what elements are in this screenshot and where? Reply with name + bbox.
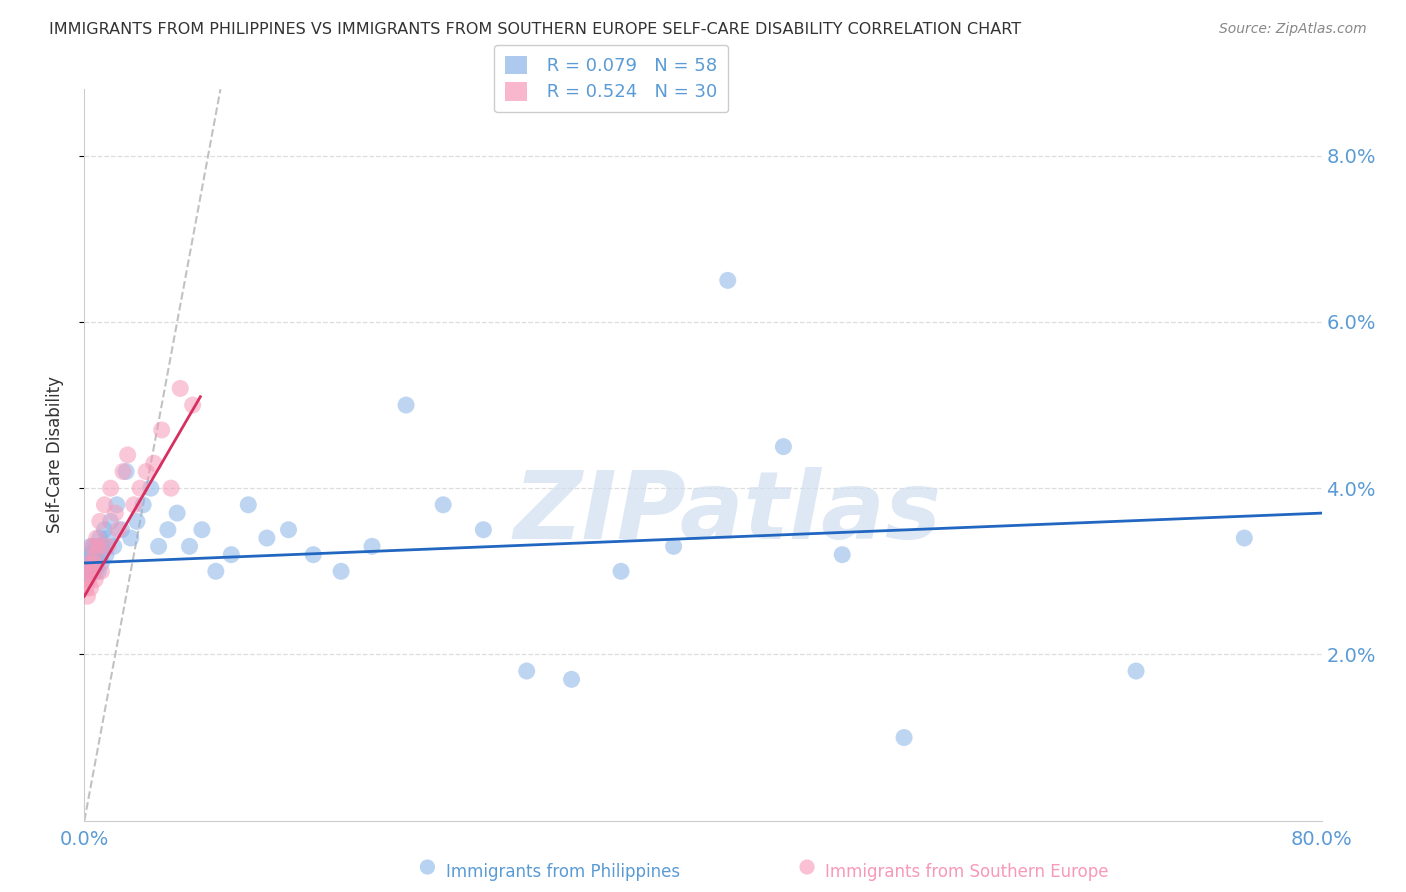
Point	[205, 564, 228, 578]
Point	[83, 539, 105, 553]
Point	[107, 523, 129, 537]
Legend:  R = 0.079   N = 58,  R = 0.524   N = 30: R = 0.079 N = 58, R = 0.524 N = 30	[494, 45, 728, 112]
Point	[97, 531, 120, 545]
Point	[76, 564, 98, 578]
Text: Immigrants from Southern Europe: Immigrants from Southern Europe	[825, 863, 1109, 881]
Point	[100, 515, 122, 529]
Point	[82, 539, 104, 553]
Point	[77, 556, 100, 570]
Point	[93, 523, 115, 537]
Point	[112, 465, 135, 479]
Point	[76, 556, 98, 570]
Point	[89, 531, 111, 545]
Point	[893, 731, 915, 745]
Point	[610, 564, 633, 578]
Point	[86, 531, 108, 545]
Point	[516, 664, 538, 678]
Y-axis label: Self-Care Disability: Self-Care Disability	[45, 376, 63, 533]
Point	[256, 531, 278, 545]
Text: IMMIGRANTS FROM PHILIPPINES VS IMMIGRANTS FROM SOUTHERN EUROPE SELF-CARE DISABIL: IMMIGRANTS FROM PHILIPPINES VS IMMIGRANT…	[49, 22, 1021, 37]
Point	[90, 556, 112, 570]
Point	[105, 498, 128, 512]
Point	[117, 448, 139, 462]
Point	[77, 564, 100, 578]
Point	[84, 573, 107, 587]
Point	[662, 539, 685, 553]
Text: ZIPatlas: ZIPatlas	[513, 467, 942, 559]
Point	[75, 581, 97, 595]
Point	[1233, 531, 1256, 545]
Point	[717, 273, 740, 287]
Text: Source: ZipAtlas.com: Source: ZipAtlas.com	[1219, 22, 1367, 37]
Point	[122, 498, 145, 512]
Point	[79, 556, 101, 570]
Point	[148, 539, 170, 553]
Point	[83, 556, 105, 570]
Point	[79, 581, 101, 595]
Point	[139, 481, 162, 495]
Point	[169, 381, 191, 395]
Point	[89, 515, 111, 529]
Point	[104, 506, 127, 520]
Point	[77, 573, 100, 587]
Point	[82, 564, 104, 578]
Point	[87, 564, 110, 578]
Point	[132, 498, 155, 512]
Point	[238, 498, 260, 512]
Point	[86, 539, 108, 553]
Point	[160, 481, 183, 495]
Text: Immigrants from Philippines: Immigrants from Philippines	[446, 863, 681, 881]
Point	[472, 523, 495, 537]
Point	[302, 548, 325, 562]
Point	[1125, 664, 1147, 678]
Point	[432, 498, 454, 512]
Point	[120, 531, 142, 545]
Point	[84, 564, 107, 578]
Point	[156, 523, 179, 537]
Point	[125, 515, 148, 529]
Point	[89, 548, 111, 562]
Point	[135, 465, 157, 479]
Point	[83, 556, 105, 570]
Point	[90, 564, 112, 578]
Point	[831, 548, 853, 562]
Point	[100, 481, 122, 495]
Point	[150, 423, 173, 437]
Point	[561, 673, 583, 687]
Point	[103, 539, 125, 553]
Point	[395, 398, 418, 412]
Point	[179, 539, 201, 553]
Point	[82, 564, 104, 578]
Point	[416, 860, 439, 874]
Point	[115, 465, 138, 479]
Point	[143, 456, 166, 470]
Point	[221, 548, 243, 562]
Point	[93, 498, 115, 512]
Point	[77, 548, 100, 562]
Point	[91, 539, 114, 553]
Point	[330, 564, 353, 578]
Point	[75, 564, 97, 578]
Point	[86, 556, 108, 570]
Point	[772, 440, 794, 454]
Point	[84, 548, 107, 562]
Point	[129, 481, 152, 495]
Point	[76, 589, 98, 603]
Point	[166, 506, 188, 520]
Point	[796, 860, 818, 874]
Point	[84, 548, 107, 562]
Point	[79, 539, 101, 553]
Point	[181, 398, 204, 412]
Point	[76, 573, 98, 587]
Point	[97, 539, 120, 553]
Point	[87, 539, 110, 553]
Point	[191, 523, 214, 537]
Point	[277, 523, 299, 537]
Point	[82, 548, 104, 562]
Point	[361, 539, 384, 553]
Point	[110, 523, 132, 537]
Point	[94, 548, 117, 562]
